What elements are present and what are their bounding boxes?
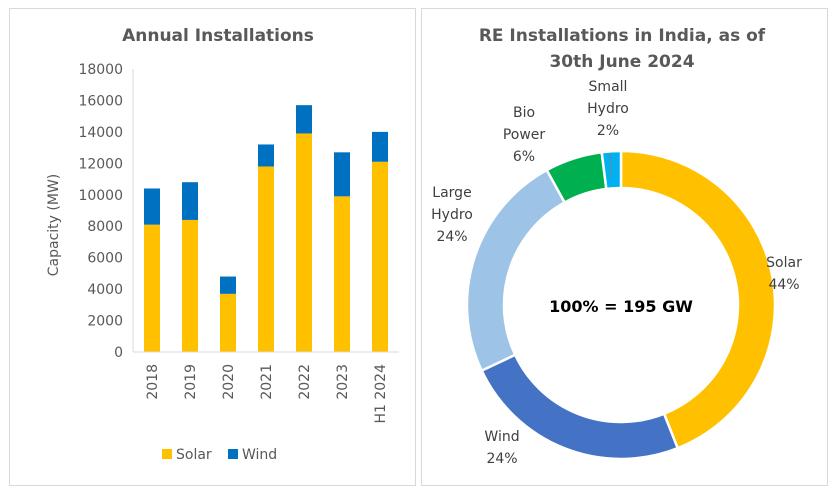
legend-swatch-wind xyxy=(228,449,238,459)
x-tick-label: 2020 xyxy=(221,364,237,400)
bar-solar-2021 xyxy=(258,166,274,352)
slice-solar xyxy=(619,149,777,450)
slice-label-small-hydro: Hydro xyxy=(587,101,629,117)
y-tick-label: 16000 xyxy=(78,93,123,109)
slice-label-wind: 24% xyxy=(486,451,517,467)
bar-solar-2019 xyxy=(182,219,198,352)
bar-solar-2022 xyxy=(296,133,312,352)
bar-solar-2023 xyxy=(334,196,350,352)
y-tick-label: 18000 xyxy=(78,62,123,78)
slice-label-bio-power: Power xyxy=(503,127,546,143)
bar-wind-2022 xyxy=(296,105,312,134)
slice-label-large-hydro: Hydro xyxy=(431,207,473,223)
bar-wind-2021 xyxy=(258,144,274,167)
bar-chart-title: Annual Installations xyxy=(122,26,314,46)
y-tick-label: 8000 xyxy=(87,219,123,235)
slice-label-solar: Solar xyxy=(766,255,802,271)
x-tick-label: 2022 xyxy=(297,364,313,400)
donut-chart: RE Installations in India, as of 30th Ju… xyxy=(431,26,802,467)
y-axis-label: Capacity (MW) xyxy=(46,174,62,276)
slice-small-hydro xyxy=(600,149,623,191)
bar-solar-2020 xyxy=(220,293,236,352)
bar-wind-2018 xyxy=(144,188,160,225)
legend-swatch-solar xyxy=(162,449,172,459)
legend-label-wind: Wind xyxy=(242,447,277,463)
x-tick-label: 2019 xyxy=(183,364,199,400)
small-hydro-leader-line xyxy=(609,153,612,178)
x-tick-label: 2021 xyxy=(259,364,275,400)
y-tick-label: 14000 xyxy=(78,125,123,141)
y-tick-label: 12000 xyxy=(78,156,123,172)
x-tick-label: 2018 xyxy=(145,364,161,400)
y-tick-label: 0 xyxy=(114,345,123,361)
re-installations-panel: RE Installations in India, as of 30th Ju… xyxy=(421,8,828,486)
bar-wind-2020 xyxy=(220,276,236,294)
x-tick-label: 2023 xyxy=(335,364,351,400)
bar-wind-2023 xyxy=(334,152,350,197)
slice-label-small-hydro: Small xyxy=(589,79,628,95)
y-tick-label: 2000 xyxy=(87,314,123,330)
legend-label-solar: Solar xyxy=(176,447,212,463)
x-tick-label: H1 2024 xyxy=(373,364,389,424)
bar-solar-h1-2024 xyxy=(372,161,388,352)
slice-label-solar: 44% xyxy=(768,277,799,293)
bar-solar-2018 xyxy=(144,224,160,352)
y-tick-label: 4000 xyxy=(87,282,123,298)
bar-wind-h1-2024 xyxy=(372,131,388,162)
annual-installations-panel: Annual Installations Capacity (MW) 0 2000… xyxy=(9,8,416,486)
slice-label-large-hydro: 24% xyxy=(436,229,467,245)
legend: Solar Wind xyxy=(162,447,277,463)
bar-wind-2019 xyxy=(182,182,198,220)
donut-center-label: 100% = 195 GW xyxy=(549,297,693,316)
slice-label-small-hydro: 2% xyxy=(597,123,619,139)
slice-label-large-hydro: Large xyxy=(432,185,471,201)
slice-large-hydro xyxy=(465,168,567,373)
donut-title-line-1: RE Installations in India, as of xyxy=(479,26,766,46)
y-tick-label: 10000 xyxy=(78,188,123,204)
slice-label-bio-power: Bio xyxy=(513,105,535,121)
slice-label-wind: Wind xyxy=(484,429,519,445)
y-tick-label: 6000 xyxy=(87,251,123,267)
slice-label-bio-power: 6% xyxy=(513,149,535,165)
bar-chart: Annual Installations Capacity (MW) 0 2000… xyxy=(46,26,399,463)
donut-title-line-2: 30th June 2024 xyxy=(549,52,694,72)
